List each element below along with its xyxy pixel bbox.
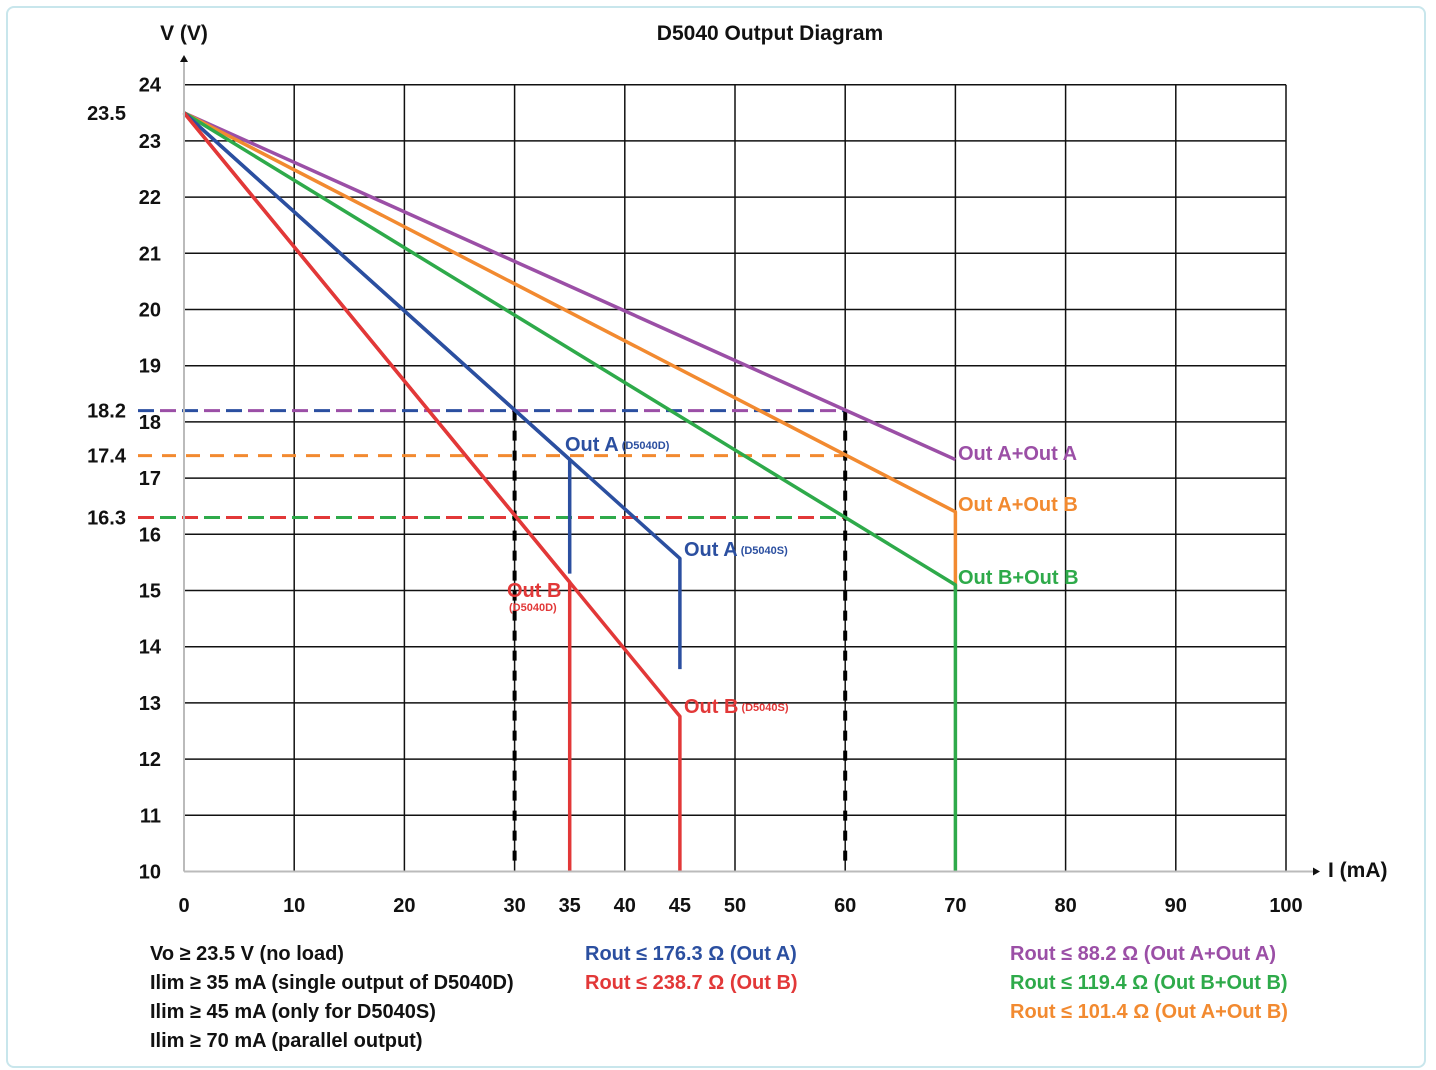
- y-extra-label: 16.3: [87, 507, 126, 529]
- y-tick-label: 11: [140, 805, 161, 827]
- note-line: Rout ≤ 238.7 Ω (Out B): [585, 972, 798, 994]
- x-tick-label: 45: [669, 895, 691, 917]
- note-line: Ilim ≥ 70 mA (parallel output): [150, 1030, 423, 1052]
- series-label: Out A+Out B: [958, 494, 1078, 516]
- x-tick-label: 10: [283, 895, 305, 917]
- y-tick-label: 13: [139, 693, 161, 715]
- grid: [184, 83, 1287, 873]
- x-tick-label: 50: [724, 895, 746, 917]
- note-line: Rout ≤ 176.3 Ω (Out A): [585, 943, 797, 965]
- x-tick-label: 20: [393, 895, 415, 917]
- note-line: Vo ≥ 23.5 V (no load): [150, 943, 344, 965]
- x-tick-label: 80: [1054, 895, 1076, 917]
- y-tick-label: 12: [139, 749, 161, 771]
- series-lines: [182, 111, 958, 872]
- y-tick-label: 15: [139, 581, 161, 603]
- notes-right: Rout ≤ 88.2 Ω (Out A+Out A) Rout ≤ 119.4 …: [1010, 940, 1288, 1027]
- tick-labels: 0 10 20 30 35 40 45 50 60 70 80 90 100 10 11 12 13 14 15 16…: [87, 75, 1303, 917]
- series-sublabel: (D5040S): [741, 545, 788, 557]
- note-line: Rout ≤ 88.2 Ω (Out A+Out A): [1010, 943, 1277, 965]
- x-axis-arrow: [1313, 867, 1320, 876]
- note-line: Ilim ≥ 45 mA (only for D5040S): [150, 1001, 436, 1023]
- series-sublabel: (D5040D): [509, 602, 557, 614]
- series-label: Out B: [684, 696, 738, 718]
- note-line: Ilim ≥ 35 mA (single output of D5040D): [150, 972, 514, 994]
- series-line: [182, 111, 572, 872]
- y-tick-label: 22: [139, 187, 161, 209]
- x-tick-label: 30: [503, 895, 525, 917]
- x-tick-label: 60: [834, 895, 856, 917]
- x-tick-label: 100: [1269, 895, 1302, 917]
- x-axis-label: I (mA): [1328, 859, 1388, 882]
- y-extra-label: 23.5: [87, 103, 126, 125]
- x-tick-label: 35: [559, 895, 581, 917]
- notes-left: Vo ≥ 23.5 V (no load) Ilim ≥ 35 mA (singl…: [150, 940, 514, 1056]
- series-sublabel: (D5040S): [741, 702, 788, 714]
- y-tick-label: 19: [139, 356, 161, 378]
- x-tick-label: 40: [614, 895, 636, 917]
- series-label: Out A+Out A: [958, 443, 1077, 465]
- y-tick-label: 20: [139, 300, 161, 322]
- note-line: Rout ≤ 119.4 Ω (Out B+Out B): [1010, 972, 1288, 994]
- series-label: Out A: [565, 434, 619, 456]
- y-extra-label: 18.2: [87, 401, 126, 423]
- reference-lines: [138, 409, 848, 872]
- y-tick-label: 21: [139, 243, 161, 265]
- series-label: Out B: [507, 580, 561, 602]
- axes: [180, 55, 1320, 876]
- chart-title: D5040 Output Diagram: [657, 22, 883, 45]
- series-line: [182, 111, 682, 670]
- series-sublabel: (D5040D): [622, 440, 670, 452]
- y-tick-label: 24: [139, 75, 162, 97]
- series-label: Out A: [684, 539, 738, 561]
- series-line: [183, 111, 957, 462]
- series-label: Out B+Out B: [958, 567, 1079, 589]
- x-tick-label: 90: [1165, 895, 1187, 917]
- chart-frame: [6, 6, 1426, 1068]
- series-line: [183, 111, 958, 872]
- y-tick-label: 17: [139, 468, 161, 490]
- note-line: Rout ≤ 101.4 Ω (Out A+Out B): [1010, 1001, 1288, 1023]
- y-tick-label: 10: [139, 862, 161, 884]
- y-axis-label: V (V): [160, 22, 208, 45]
- y-tick-label: 23: [139, 131, 161, 153]
- y-tick-label: 18: [139, 412, 161, 434]
- x-tick-label: 70: [944, 895, 966, 917]
- series-line: [183, 111, 958, 591]
- y-axis-arrow: [180, 55, 188, 62]
- y-extra-label: 17.4: [87, 446, 127, 468]
- y-tick-label: 16: [139, 524, 161, 546]
- notes-mid: Rout ≤ 176.3 Ω (Out A) Rout ≤ 238.7 Ω (Ou…: [585, 940, 798, 998]
- series-line: [182, 111, 682, 872]
- x-tick-label: 0: [178, 895, 189, 917]
- y-tick-label: 14: [139, 637, 162, 659]
